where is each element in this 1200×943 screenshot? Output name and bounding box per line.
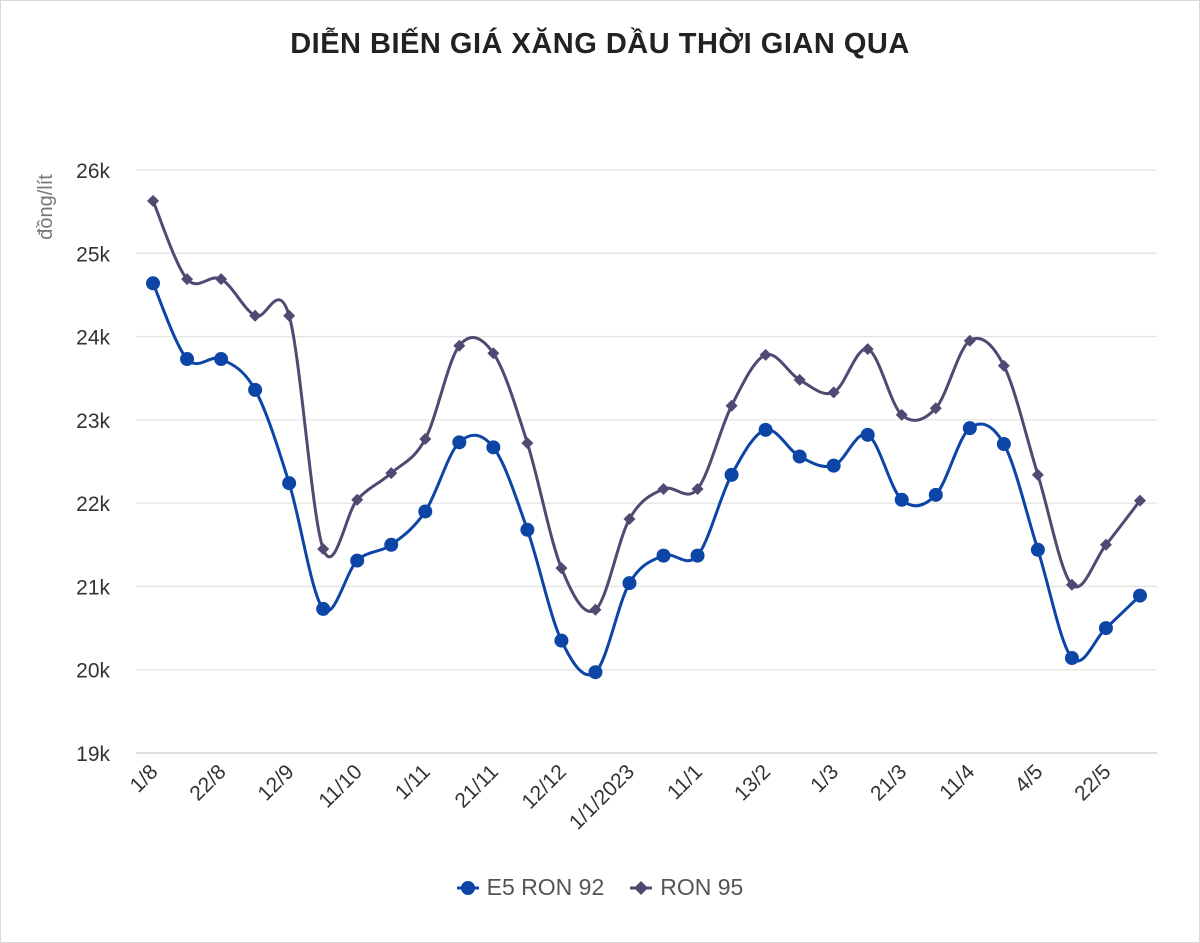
data-point	[826, 458, 841, 473]
x-tick-label: 11/4	[935, 760, 979, 804]
data-point	[555, 562, 568, 575]
data-point	[317, 542, 330, 555]
data-point	[657, 482, 670, 495]
x-tick-label: 1/11	[391, 760, 435, 804]
data-point	[690, 548, 705, 563]
x-tick-label: 22/5	[1070, 760, 1115, 805]
series-line	[151, 282, 1142, 677]
data-point	[248, 382, 263, 397]
data-point	[963, 334, 976, 347]
legend-label: E5 RON 92	[486, 874, 605, 900]
x-tick-label: 12/12	[518, 760, 571, 813]
data-point	[453, 339, 466, 352]
data-point	[792, 449, 807, 464]
y-tick-label: 20k	[76, 660, 110, 683]
y-tick-label: 23k	[76, 410, 110, 433]
data-point	[554, 633, 569, 648]
data-point	[486, 440, 501, 455]
data-point	[759, 348, 772, 361]
circle-marker-icon	[456, 880, 479, 895]
data-point	[214, 352, 229, 367]
data-point	[385, 467, 398, 480]
data-point	[180, 352, 195, 367]
legend-item-ron95[interactable]: RON 95	[630, 874, 743, 901]
data-point	[350, 553, 365, 568]
x-tick-label: 1/3	[806, 760, 843, 797]
diamond-marker-icon	[630, 880, 653, 895]
y-tick-label: 22k	[76, 493, 110, 516]
data-point	[588, 665, 603, 680]
chart-title: DIỄN BIẾN GIÁ XĂNG DẦU THỜI GIAN QUA	[290, 28, 910, 60]
x-tick-label: 11/1	[663, 760, 707, 804]
data-point	[249, 309, 262, 322]
x-tick-label: 12/9	[254, 760, 299, 805]
data-point	[894, 492, 909, 507]
data-point	[895, 408, 908, 421]
data-point	[1133, 494, 1146, 507]
data-point	[724, 467, 739, 482]
data-point	[181, 273, 194, 286]
x-tick-label: 4/5	[1011, 760, 1048, 797]
data-point	[520, 522, 535, 537]
data-point	[691, 482, 704, 495]
x-tick-label: 11/10	[314, 760, 366, 812]
data-point	[758, 422, 773, 437]
data-point	[282, 476, 297, 491]
data-point	[1099, 538, 1112, 551]
data-point	[1030, 542, 1045, 557]
data-point	[215, 273, 228, 286]
y-tick-label: 24k	[76, 327, 110, 350]
legend: E5 RON 92 RON 95	[0, 874, 1200, 901]
data-point	[793, 373, 806, 386]
data-point	[1031, 468, 1044, 481]
x-tick-label: 1/1/2023	[565, 760, 639, 834]
data-point	[997, 359, 1010, 372]
data-point	[928, 487, 943, 502]
data-point	[351, 493, 364, 506]
legend-label: RON 95	[660, 874, 744, 900]
data-point	[316, 601, 331, 616]
data-point	[929, 402, 942, 415]
data-point	[418, 504, 433, 519]
data-point	[521, 437, 534, 450]
data-point	[384, 537, 399, 552]
data-point	[1098, 621, 1113, 636]
data-point	[147, 194, 160, 207]
x-tick-label: 13/2	[730, 760, 775, 805]
x-tick-label: 21/11	[451, 760, 503, 812]
data-point	[146, 276, 161, 291]
data-point	[283, 309, 296, 322]
y-tick-label: 21k	[76, 576, 110, 599]
data-point	[623, 512, 636, 525]
data-point	[1064, 651, 1079, 666]
x-tick-label: 22/8	[185, 760, 230, 805]
data-point	[827, 386, 840, 399]
data-point	[861, 343, 874, 356]
data-point	[1065, 578, 1078, 591]
legend-item-e5[interactable]: E5 RON 92	[456, 874, 605, 901]
data-point	[452, 435, 467, 450]
y-axis-label: đồng/lít	[35, 174, 57, 240]
data-point	[656, 548, 671, 563]
data-point	[725, 399, 738, 412]
data-point	[860, 427, 875, 442]
data-point	[622, 576, 637, 591]
x-tick-label: 21/3	[866, 760, 911, 805]
data-point	[589, 603, 602, 616]
data-point	[996, 437, 1011, 452]
series-line	[151, 200, 1142, 613]
data-point	[487, 347, 500, 360]
data-point	[1132, 588, 1147, 603]
y-tick-label: 26k	[76, 160, 110, 183]
data-point	[419, 433, 432, 446]
y-tick-label: 25k	[76, 243, 110, 266]
x-tick-label: 1/8	[126, 760, 163, 797]
y-tick-label: 19k	[76, 743, 110, 766]
data-point	[962, 421, 977, 436]
